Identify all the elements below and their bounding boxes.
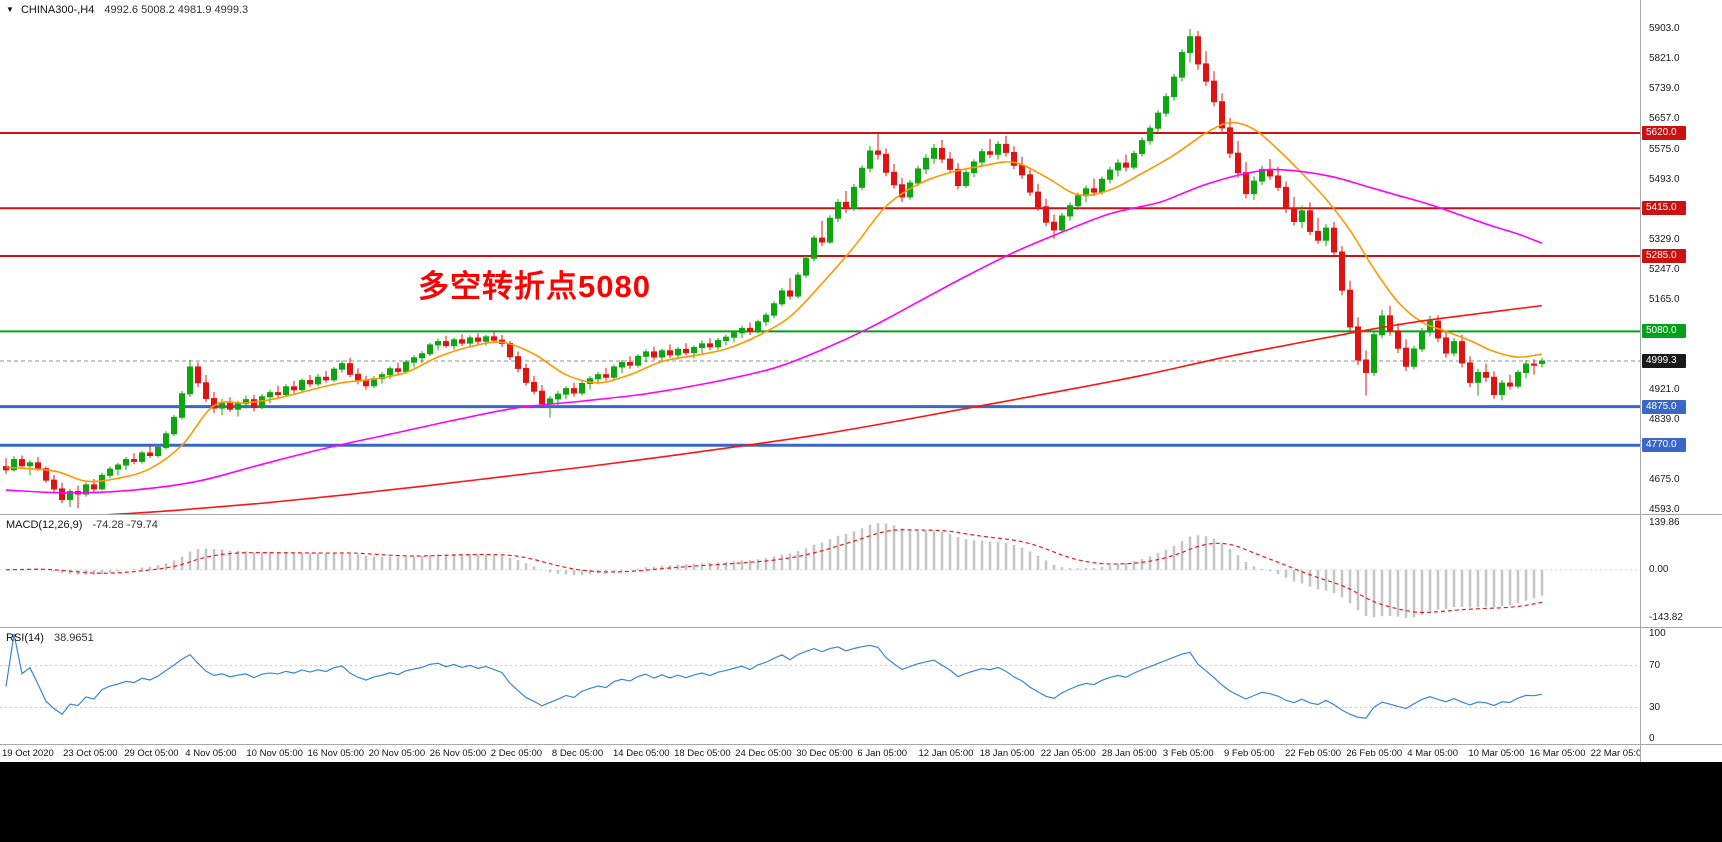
- price-tick: 5329.0: [1649, 233, 1680, 245]
- main-price-chart[interactable]: [0, 0, 1640, 515]
- macd-tick: 139.86: [1649, 517, 1680, 529]
- rsi-tick: 70: [1649, 659, 1661, 671]
- time-label: 18 Dec 05:00: [674, 748, 731, 759]
- macd-histogram: [12, 523, 1544, 618]
- up-candles: [11, 29, 1545, 508]
- time-label: 16 Mar 05:00: [1529, 748, 1586, 759]
- price-tick: 4839.0: [1649, 413, 1680, 425]
- time-label: 12 Jan 05:00: [918, 748, 974, 759]
- time-label: 8 Dec 05:00: [551, 748, 604, 759]
- time-label: 24 Dec 05:00: [735, 748, 792, 759]
- time-label: 19 Oct 2020: [2, 748, 54, 759]
- time-label: 23 Oct 05:00: [63, 748, 118, 759]
- price-level-badge: 5285.0: [1642, 249, 1686, 264]
- price-tick: 4593.0: [1649, 504, 1680, 516]
- panel-divider[interactable]: [0, 627, 1722, 628]
- time-label: 10 Nov 05:00: [246, 748, 303, 759]
- price-tick: 4675.0: [1649, 474, 1680, 486]
- time-axis[interactable]: 19 Oct 2020 23 Oct 05:00 29 Oct 05:00 4 Nov…: [0, 745, 1640, 762]
- price-tick: 5657.0: [1649, 113, 1680, 125]
- price-level-badge: 5415.0: [1642, 201, 1686, 216]
- price-axis[interactable]: 5903.05821.05739.05657.05575.05493.05411…: [1640, 0, 1722, 745]
- price-tick: 5247.0: [1649, 263, 1680, 275]
- time-label: 4 Nov 05:00: [185, 748, 237, 759]
- rsi-tick: 30: [1649, 701, 1661, 713]
- time-label: 22 Jan 05:00: [1040, 748, 1096, 759]
- macd-values: -74.28 -79.74: [92, 519, 158, 531]
- price-tick: 5575.0: [1649, 143, 1680, 155]
- macd-signal-line: [5, 529, 1543, 614]
- time-label: 22 Feb 05:00: [1285, 748, 1342, 759]
- current-price-badge: 4999.3: [1642, 353, 1686, 368]
- chart-ohlc-readout: 4992.6 5008.2 4981.9 4999.3: [104, 4, 249, 16]
- rsi-value: 38.9651: [53, 632, 94, 644]
- chart-header: ▼ CHINA300-,H4 4992.6 5008.2 4981.9 4999…: [6, 4, 248, 16]
- price-tick: 5493.0: [1649, 173, 1680, 185]
- time-label: 2 Dec 05:00: [490, 748, 543, 759]
- window-marker-icon: ▼: [6, 5, 14, 14]
- time-label: 28 Jan 05:00: [1101, 748, 1157, 759]
- time-label: 30 Dec 05:00: [796, 748, 853, 759]
- ma-medium-line: [5, 168, 1543, 494]
- time-label: 9 Feb 05:00: [1224, 748, 1275, 759]
- time-label: 29 Oct 05:00: [124, 748, 179, 759]
- macd-header: MACD(12,26,9) -74.28 -79.74: [6, 519, 158, 531]
- time-label: 10 Mar 05:00: [1468, 748, 1525, 759]
- time-label: 3 Feb 05:00: [1162, 748, 1214, 759]
- trade-annotation: 多空转折点5080: [418, 269, 651, 304]
- macd-tick: 0.00: [1649, 563, 1669, 575]
- down-candles: [3, 30, 1537, 509]
- price-tick: 4921.0: [1649, 383, 1680, 395]
- price-tick: 5903.0: [1649, 23, 1680, 35]
- time-label: 22 Mar 05:00: [1590, 748, 1640, 759]
- time-label: 20 Nov 05:00: [368, 748, 426, 759]
- rsi-indicator-panel[interactable]: [0, 628, 1640, 745]
- bottom-bar: [0, 762, 1722, 842]
- ma-fast-line: [5, 121, 1543, 483]
- rsi-tick: 100: [1649, 628, 1666, 639]
- price-level-badge: 4875.0: [1642, 399, 1686, 414]
- macd-tick: -143.82: [1649, 611, 1683, 623]
- time-label: 18 Jan 05:00: [979, 748, 1035, 759]
- rsi-tick: 0: [1649, 733, 1655, 744]
- rsi-label: RSI(14): [6, 632, 44, 644]
- macd-indicator-panel[interactable]: [0, 515, 1640, 628]
- price-tick: 5165.0: [1649, 294, 1680, 306]
- time-label: 6 Jan 05:00: [857, 748, 908, 759]
- price-tick: 5821.0: [1649, 53, 1680, 65]
- price-level-badge: 5080.0: [1642, 324, 1686, 339]
- chart-symbol-title: CHINA300-,H4: [20, 4, 95, 16]
- axis-divider: [1640, 0, 1641, 762]
- panel-divider: [0, 744, 1722, 745]
- price-level-badge: 5620.0: [1642, 125, 1686, 140]
- price-tick: 5739.0: [1649, 83, 1680, 95]
- rsi-header: RSI(14) 38.9651: [6, 632, 94, 644]
- time-label: 26 Feb 05:00: [1346, 748, 1403, 759]
- time-label: 16 Nov 05:00: [307, 748, 365, 759]
- ma-slow-line: [81, 304, 1543, 515]
- time-label: 26 Nov 05:00: [429, 748, 487, 759]
- macd-label: MACD(12,26,9): [6, 519, 83, 531]
- time-label: 4 Mar 05:00: [1407, 748, 1458, 759]
- price-level-badge: 4770.0: [1642, 438, 1686, 453]
- time-label: 14 Dec 05:00: [613, 748, 670, 759]
- panel-divider[interactable]: [0, 514, 1722, 515]
- rsi-line: [5, 633, 1543, 719]
